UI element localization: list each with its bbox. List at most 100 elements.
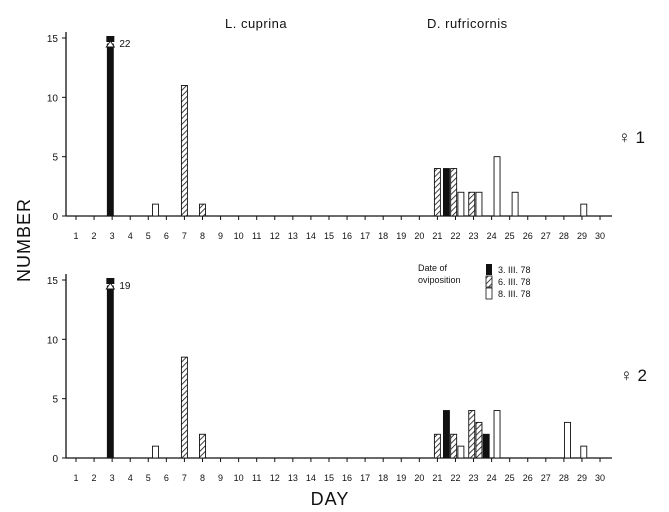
bar	[580, 445, 588, 459]
x-tick-label: 8	[200, 231, 205, 241]
bar	[457, 191, 465, 217]
x-tick-label: 9	[218, 231, 223, 241]
x-tick-label: 16	[342, 473, 352, 483]
bar	[199, 203, 206, 217]
x-tick-label: 5	[146, 473, 151, 483]
legend-swatch-open	[485, 287, 493, 300]
x-tick-label: 29	[577, 473, 587, 483]
x-tick-label: 24	[487, 473, 497, 483]
x-tick-label: 21	[432, 473, 442, 483]
bar	[457, 445, 465, 459]
x-tick-label: 26	[523, 231, 533, 241]
x-tick-label: 26	[523, 473, 533, 483]
break-arrow	[105, 40, 116, 48]
legend-swatch-hatched	[485, 275, 493, 288]
bar	[493, 410, 501, 459]
x-axis-title: DAY	[311, 489, 350, 509]
break-arrow	[105, 282, 116, 290]
bar	[468, 410, 476, 459]
x-tick-label: 23	[469, 473, 479, 483]
x-tick-label: 20	[414, 231, 424, 241]
break-value-label: 22	[119, 39, 131, 50]
legend-entry-label: 6. III. 78	[498, 277, 531, 287]
x-tick-label: 2	[92, 231, 97, 241]
x-tick-label: 13	[288, 231, 298, 241]
x-tick-label: 14	[306, 473, 316, 483]
bar	[468, 191, 476, 217]
bar	[180, 85, 188, 217]
x-tick-label: 7	[182, 473, 187, 483]
x-tick-label: 12	[270, 473, 280, 483]
y-tick-label: 10	[47, 335, 59, 346]
x-tick-label: 14	[306, 231, 316, 241]
x-tick-label: 4	[128, 473, 133, 483]
bar	[580, 203, 588, 217]
x-tick-label: 30	[595, 231, 605, 241]
panel-label: ♀ 1	[618, 128, 645, 147]
legend-title-line2: oviposition	[418, 275, 461, 285]
x-tick-label: 18	[378, 231, 388, 241]
legend-entry-label: 3. III. 78	[498, 265, 531, 275]
x-tick-label: 11	[252, 473, 261, 483]
y-tick-label: 0	[52, 212, 58, 223]
bar	[106, 43, 114, 217]
y-tick-label: 5	[52, 153, 58, 164]
bar	[180, 356, 188, 459]
break-cap	[106, 36, 115, 42]
bar	[450, 433, 458, 459]
y-tick-label: 5	[52, 395, 58, 406]
x-tick-label: 24	[487, 231, 497, 241]
legend-entry-label: 8. III. 78	[498, 289, 531, 299]
x-tick-label: 22	[450, 473, 460, 483]
x-tick-label: 5	[146, 231, 151, 241]
bar	[433, 168, 441, 217]
x-tick-label: 29	[577, 231, 587, 241]
y-tick-label: 0	[52, 454, 58, 465]
bar	[106, 285, 114, 459]
x-tick-label: 6	[164, 473, 169, 483]
x-tick-label: 15	[324, 231, 334, 241]
x-tick-label: 28	[559, 473, 569, 483]
bar	[482, 433, 490, 459]
bar	[493, 156, 501, 217]
x-tick-label: 27	[541, 231, 551, 241]
x-tick-label: 17	[360, 473, 370, 483]
y-tick-label: 10	[47, 93, 59, 104]
bar	[199, 433, 206, 459]
bar	[442, 410, 450, 459]
x-tick-label: 15	[324, 473, 334, 483]
bar	[564, 421, 571, 459]
x-tick-label: 1	[73, 473, 78, 483]
x-tick-label: 25	[505, 473, 515, 483]
species-label-left: L. cuprina	[225, 16, 287, 31]
x-tick-label: 8	[200, 473, 205, 483]
bar	[152, 445, 159, 459]
x-tick-label: 9	[218, 473, 223, 483]
bar	[450, 168, 458, 217]
x-tick-label: 1	[73, 231, 78, 241]
bar	[475, 421, 483, 459]
x-tick-label: 25	[505, 231, 515, 241]
x-tick-label: 16	[342, 231, 352, 241]
x-tick-label: 21	[432, 231, 442, 241]
x-tick-label: 3	[110, 231, 115, 241]
x-tick-label: 19	[396, 473, 406, 483]
break-cap	[106, 278, 115, 284]
y-tick-label: 15	[47, 276, 59, 287]
y-tick-label: 15	[47, 34, 59, 45]
bar	[433, 433, 441, 459]
x-tick-label: 27	[541, 473, 551, 483]
legend-swatch-solid	[486, 264, 492, 275]
x-tick-label: 6	[164, 231, 169, 241]
y-axis-title: NUMBER	[14, 198, 34, 282]
x-tick-label: 28	[559, 231, 569, 241]
legend-title-line1: Date of	[418, 263, 448, 273]
x-tick-label: 23	[469, 231, 479, 241]
bar	[475, 191, 483, 217]
x-tick-label: 20	[414, 473, 424, 483]
x-tick-label: 4	[128, 231, 133, 241]
x-tick-label: 22	[450, 231, 460, 241]
